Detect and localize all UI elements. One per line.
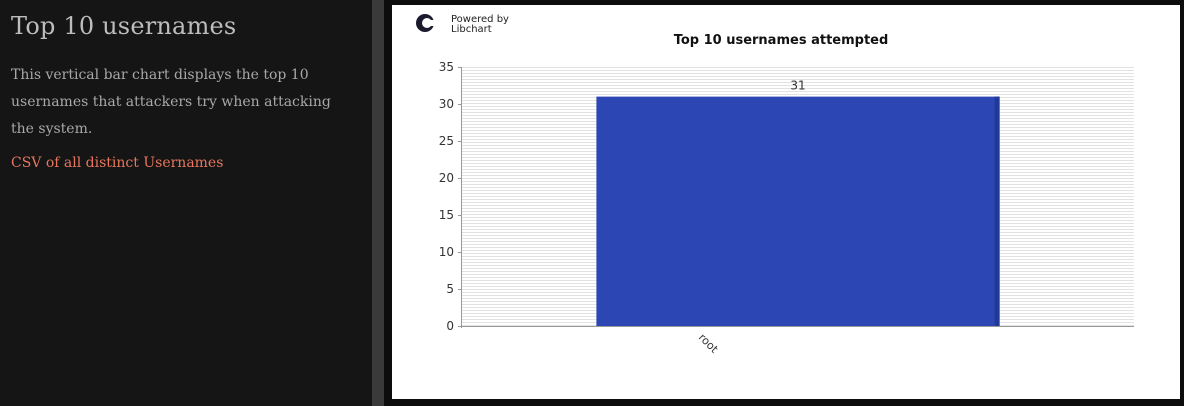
bar-chart: Powered by Libchart Top 10 usernames att… [416, 14, 1134, 356]
axes [458, 67, 1134, 328]
page-title: Top 10 usernames [11, 12, 237, 40]
panel-divider [372, 0, 384, 406]
y-tick-label: 30 [439, 97, 454, 111]
chart-description: This vertical bar chart displays the top… [11, 67, 331, 137]
chart-title: Top 10 usernames attempted [674, 33, 889, 48]
y-tick-label: 5 [446, 282, 454, 296]
labels: 0 5 10 15 20 25 30 35 31 root [439, 60, 806, 356]
bar-shadow [994, 96, 1000, 326]
x-tick-label: root [696, 331, 721, 356]
y-tick-label: 35 [439, 60, 454, 74]
y-tick-label: 10 [439, 245, 454, 259]
y-tick-label: 0 [446, 319, 454, 333]
y-tick-label: 15 [439, 208, 454, 222]
description-panel: Top 10 usernames This vertical bar chart… [0, 0, 372, 406]
data-label: 31 [790, 79, 805, 93]
y-tick-label: 25 [439, 134, 454, 148]
chart-panel: Powered by Libchart Top 10 usernames att… [392, 5, 1180, 399]
libchart-logo-icon [416, 14, 434, 32]
libchart-brand-text: Libchart [451, 24, 492, 35]
bar [596, 96, 1000, 326]
powered-by-text: Powered by [451, 14, 509, 25]
y-tick-label: 20 [439, 171, 454, 185]
csv-download-link[interactable]: CSV of all distinct Usernames [11, 155, 224, 171]
bars [596, 96, 1000, 326]
